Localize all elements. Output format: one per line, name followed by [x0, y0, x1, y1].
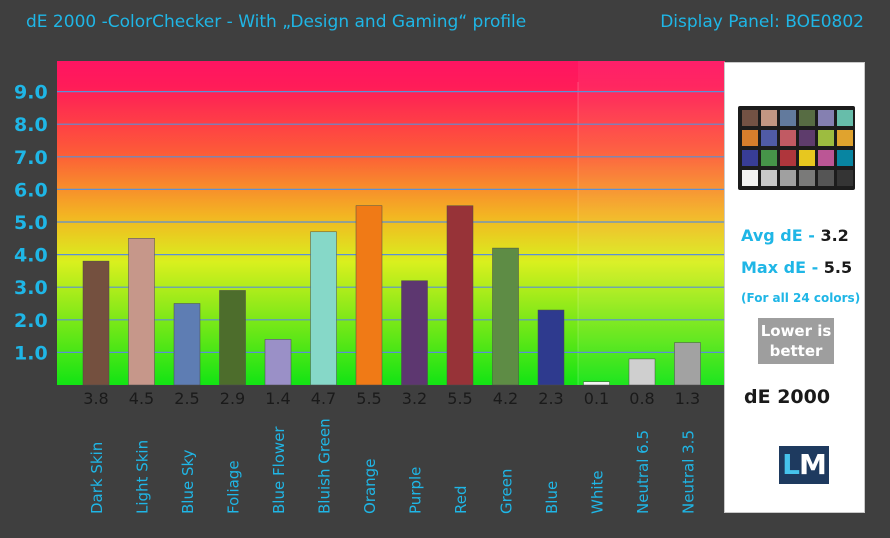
category-label: Red — [452, 486, 470, 515]
checker-patch — [818, 150, 834, 166]
display-panel-label: Display Panel: BOE0802 — [660, 12, 864, 32]
checker-patch — [837, 130, 853, 146]
category-label: Blue Flower — [270, 426, 288, 514]
checker-patch — [818, 170, 834, 186]
avg-de-label: Avg dE - — [741, 226, 821, 245]
color-count-note: (For all 24 colors) — [741, 291, 861, 305]
value-label: 4.7 — [311, 389, 336, 408]
category-label: Orange — [361, 459, 379, 514]
lower-line-1: Lower is — [760, 322, 832, 340]
bar — [401, 280, 428, 386]
category-label: Light Skin — [134, 440, 152, 514]
checker-patch — [761, 110, 777, 126]
y-tick-label: 9.0 — [14, 82, 48, 104]
value-label: 4.5 — [129, 389, 154, 408]
checker-patch — [799, 130, 815, 146]
category-label: Dark Skin — [88, 442, 106, 514]
checker-patch — [799, 170, 815, 186]
checker-patch — [818, 110, 834, 126]
y-tick-label: 3.0 — [14, 277, 48, 299]
y-tick-label: 7.0 — [14, 147, 48, 169]
bar — [583, 381, 610, 386]
bar — [492, 247, 519, 386]
bar — [674, 342, 701, 386]
value-label: 1.3 — [675, 389, 700, 408]
category-label: Neutral 3.5 — [680, 430, 698, 514]
checker-patch — [742, 110, 758, 126]
bar — [355, 205, 383, 386]
metric-label: dE 2000 — [744, 386, 831, 408]
value-label: 1.4 — [265, 389, 290, 408]
category-label: Foliage — [225, 460, 243, 514]
checker-patch — [742, 170, 758, 186]
neutral-region-shade — [578, 61, 725, 385]
checker-patch — [761, 150, 777, 166]
category-label: Purple — [407, 467, 425, 514]
checker-patch — [761, 170, 777, 186]
avg-de: Avg dE - 3.2 — [741, 226, 849, 245]
category-label: Blue Sky — [179, 449, 197, 514]
y-tick-label: 8.0 — [14, 114, 48, 136]
bar — [628, 358, 656, 386]
plot-background — [57, 61, 725, 385]
checker-patch — [799, 110, 815, 126]
bar — [128, 238, 155, 386]
avg-de-value: 3.2 — [820, 226, 849, 245]
value-label: 3.2 — [402, 389, 427, 408]
max-de: Max dE - 5.5 — [741, 258, 852, 277]
checker-patch — [761, 130, 777, 146]
value-label: 0.1 — [584, 389, 609, 408]
category-label: Bluish Green — [316, 418, 334, 514]
value-label: 3.8 — [83, 389, 108, 408]
bar — [537, 309, 565, 386]
checker-patch — [818, 130, 834, 146]
laptopmedia-logo: LM — [779, 446, 829, 484]
lower-is-better-badge: Lower is better — [758, 318, 834, 364]
max-de-label: Max dE - — [741, 258, 824, 277]
value-label: 2.5 — [174, 389, 199, 408]
value-label: 0.8 — [629, 389, 654, 408]
bar — [173, 303, 201, 386]
checker-patch — [780, 150, 796, 166]
checker-patch — [837, 170, 853, 186]
value-label: 2.3 — [538, 389, 563, 408]
bar — [446, 205, 474, 386]
checker-patch — [742, 130, 758, 146]
y-tick-label: 2.0 — [14, 310, 48, 332]
value-label: 5.5 — [447, 389, 472, 408]
checker-patch — [780, 170, 796, 186]
category-label: Green — [498, 469, 516, 514]
bar — [82, 260, 110, 386]
category-label: Blue — [543, 481, 561, 514]
max-de-value: 5.5 — [823, 258, 853, 277]
y-tick-label: 4.0 — [14, 245, 48, 267]
lower-line-2: better — [769, 342, 823, 360]
colorchecker-image — [738, 106, 855, 190]
bar — [219, 290, 246, 386]
checker-patch — [780, 130, 796, 146]
value-label: 4.2 — [493, 389, 518, 408]
value-label: 5.5 — [356, 389, 381, 408]
checker-patch — [742, 150, 758, 166]
bar — [310, 231, 337, 386]
bar — [264, 339, 292, 386]
checker-patch — [799, 150, 815, 166]
value-label: 2.9 — [220, 389, 245, 408]
checker-patch — [837, 150, 853, 166]
y-tick-label: 6.0 — [14, 179, 48, 201]
y-tick-label: 1.0 — [14, 342, 48, 364]
y-tick-label: 5.0 — [14, 212, 48, 234]
category-label: Neutral 6.5 — [634, 430, 652, 514]
checker-patch — [837, 110, 853, 126]
chart-title: dE 2000 -ColorChecker - With „Design and… — [26, 12, 527, 32]
category-label: White — [589, 470, 607, 514]
checker-patch — [780, 110, 796, 126]
